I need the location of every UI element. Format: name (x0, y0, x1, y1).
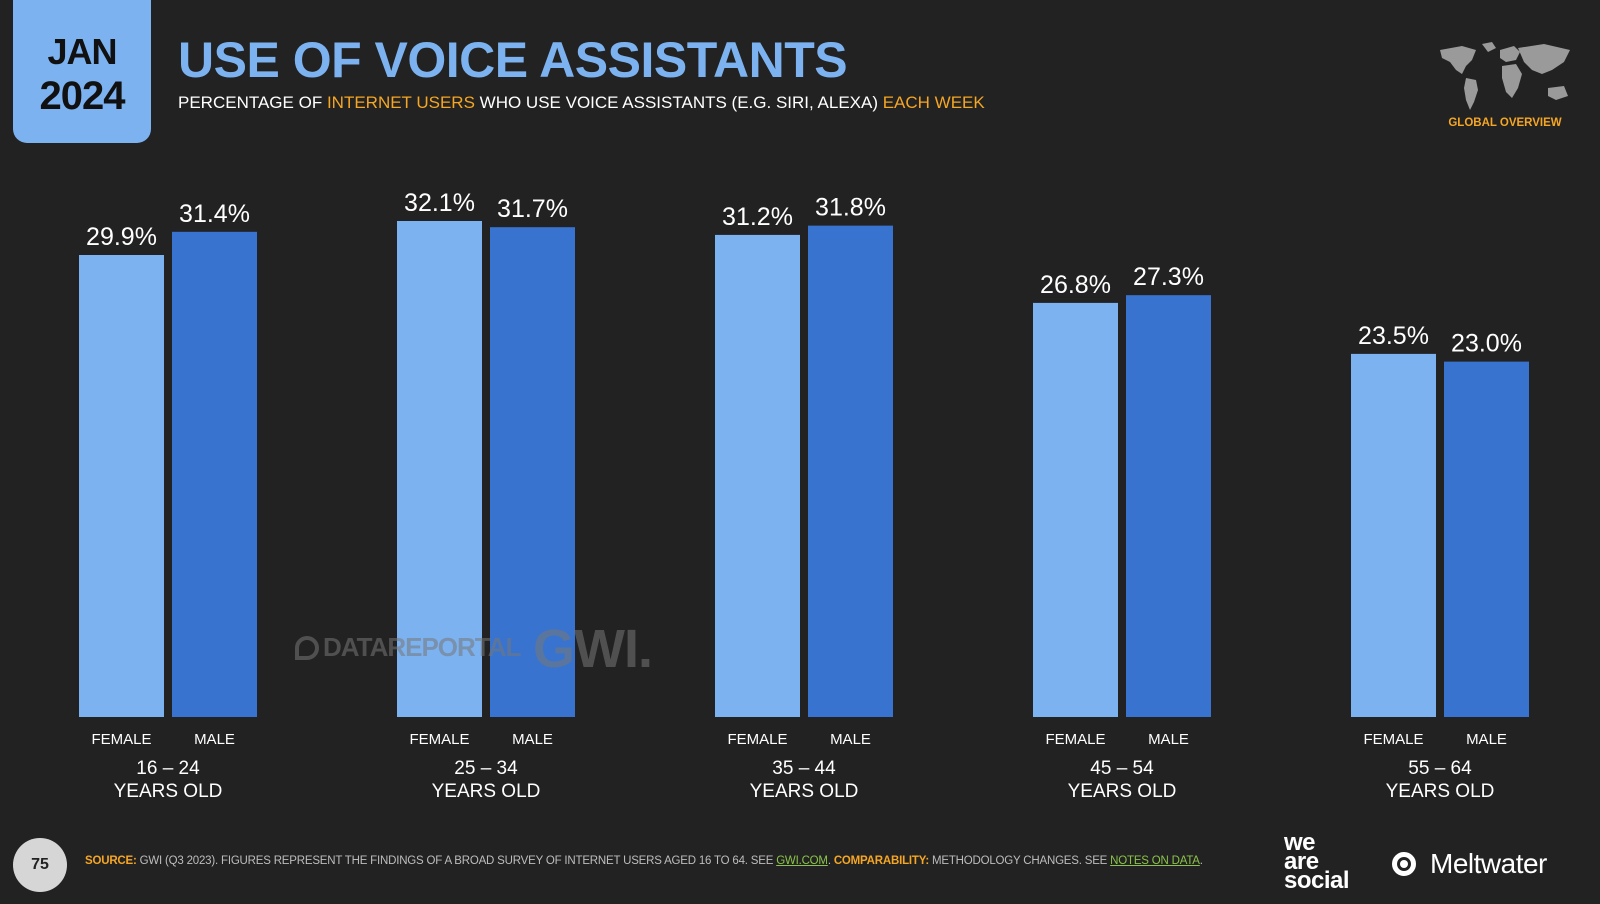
page-subtitle: PERCENTAGE OF INTERNET USERS WHO USE VOI… (178, 93, 985, 113)
series-label-female-5: FEMALE (1363, 731, 1423, 748)
meltwater-text: Meltwater (1430, 848, 1547, 879)
bar-female-3 (715, 234, 800, 717)
source-label: SOURCE: (85, 855, 137, 867)
data-label-female-5: 23.5% (1358, 322, 1429, 350)
series-label-male-5: MALE (1466, 731, 1507, 748)
datareportal-watermark: DATAREPORTAL (295, 632, 521, 663)
series-label-female-1: FEMALE (91, 731, 151, 748)
was-line-3: social (1284, 867, 1350, 894)
data-label-male-4: 27.3% (1133, 263, 1204, 291)
bar-male-5 (1444, 361, 1529, 717)
data-label-female-2: 32.1% (404, 189, 475, 217)
bar-female-5 (1351, 353, 1436, 717)
category-label-3: 35 – 44 (772, 758, 836, 779)
series-label-male-2: MALE (512, 731, 553, 748)
world-map-icon (1440, 42, 1570, 110)
series-label-female-3: FEMALE (727, 731, 787, 748)
data-label-female-1: 29.9% (86, 223, 157, 251)
category-suffix-4: YEARS OLD (1068, 781, 1177, 802)
data-label-female-4: 26.8% (1040, 271, 1111, 299)
series-label-male-4: MALE (1148, 731, 1189, 748)
data-label-male-2: 31.7% (497, 195, 568, 223)
gwi-watermark: GWI. (533, 619, 653, 679)
datareportal-logo-icon (295, 636, 319, 660)
bar-male-3 (808, 225, 893, 718)
subtitle-part-1: PERCENTAGE OF (178, 93, 327, 112)
series-label-male-1: MALE (194, 731, 235, 748)
data-label-male-3: 31.8% (815, 194, 886, 222)
bar-female-2 (397, 221, 482, 717)
was-line-1: we (1284, 829, 1316, 856)
comparability-end: . (1199, 855, 1203, 867)
date-year: 2024 (39, 74, 126, 118)
was-line-2: are (1284, 848, 1319, 875)
source-text: GWI (Q3 2023). FIGURES REPRESENT THE FIN… (136, 855, 777, 867)
region-label: GLOBAL OVERVIEW (1448, 117, 1562, 129)
category-label-1: 16 – 24 (136, 758, 200, 779)
meltwater-logo: Meltwater (1386, 848, 1547, 880)
category-suffix-5: YEARS OLD (1386, 781, 1495, 802)
page-title: USE OF VOICE ASSISTANTS (178, 32, 848, 88)
date-badge: JAN 2024 (13, 0, 151, 143)
category-suffix-1: YEARS OLD (114, 781, 223, 802)
category-label-5: 55 – 64 (1408, 758, 1472, 779)
bar-male-4 (1126, 295, 1211, 717)
data-label-male-5: 23.0% (1451, 330, 1522, 358)
page-number: 75 (13, 838, 67, 892)
comparability-label: COMPARABILITY: (833, 855, 929, 867)
source-note: SOURCE: GWI (Q3 2023). FIGURES REPRESENT… (85, 855, 1203, 867)
category-label-2: 25 – 34 (454, 758, 518, 779)
date-month: JAN (47, 31, 117, 72)
series-label-female-4: FEMALE (1045, 731, 1105, 748)
subtitle-highlight-1: INTERNET USERS (326, 93, 475, 112)
subtitle-highlight-2: EACH WEEK (882, 93, 985, 112)
data-label-male-1: 31.4% (179, 200, 250, 228)
bar-male-1 (172, 231, 257, 717)
data-label-female-3: 31.2% (722, 203, 793, 231)
notes-on-data-link[interactable]: NOTES ON DATA (1110, 855, 1200, 867)
datareportal-watermark-text: DATAREPORTAL (323, 632, 521, 662)
bar-male-2 (490, 227, 575, 718)
category-suffix-2: YEARS OLD (432, 781, 541, 802)
we-are-social-logo: we are social (1284, 829, 1350, 894)
gwi-link[interactable]: GWI.COM (776, 855, 828, 867)
series-label-female-2: FEMALE (409, 731, 469, 748)
source-end: . (827, 855, 834, 867)
bar-female-4 (1033, 302, 1118, 717)
subtitle-part-2: WHO USE VOICE ASSISTANTS (E.G. SIRI, ALE… (474, 93, 883, 112)
category-label-4: 45 – 54 (1090, 758, 1154, 779)
meltwater-mark-icon (1386, 852, 1426, 876)
bar-female-1 (79, 254, 164, 717)
comparability-text: METHODOLOGY CHANGES. SEE (928, 855, 1111, 867)
category-suffix-3: YEARS OLD (750, 781, 859, 802)
series-label-male-3: MALE (830, 731, 871, 748)
